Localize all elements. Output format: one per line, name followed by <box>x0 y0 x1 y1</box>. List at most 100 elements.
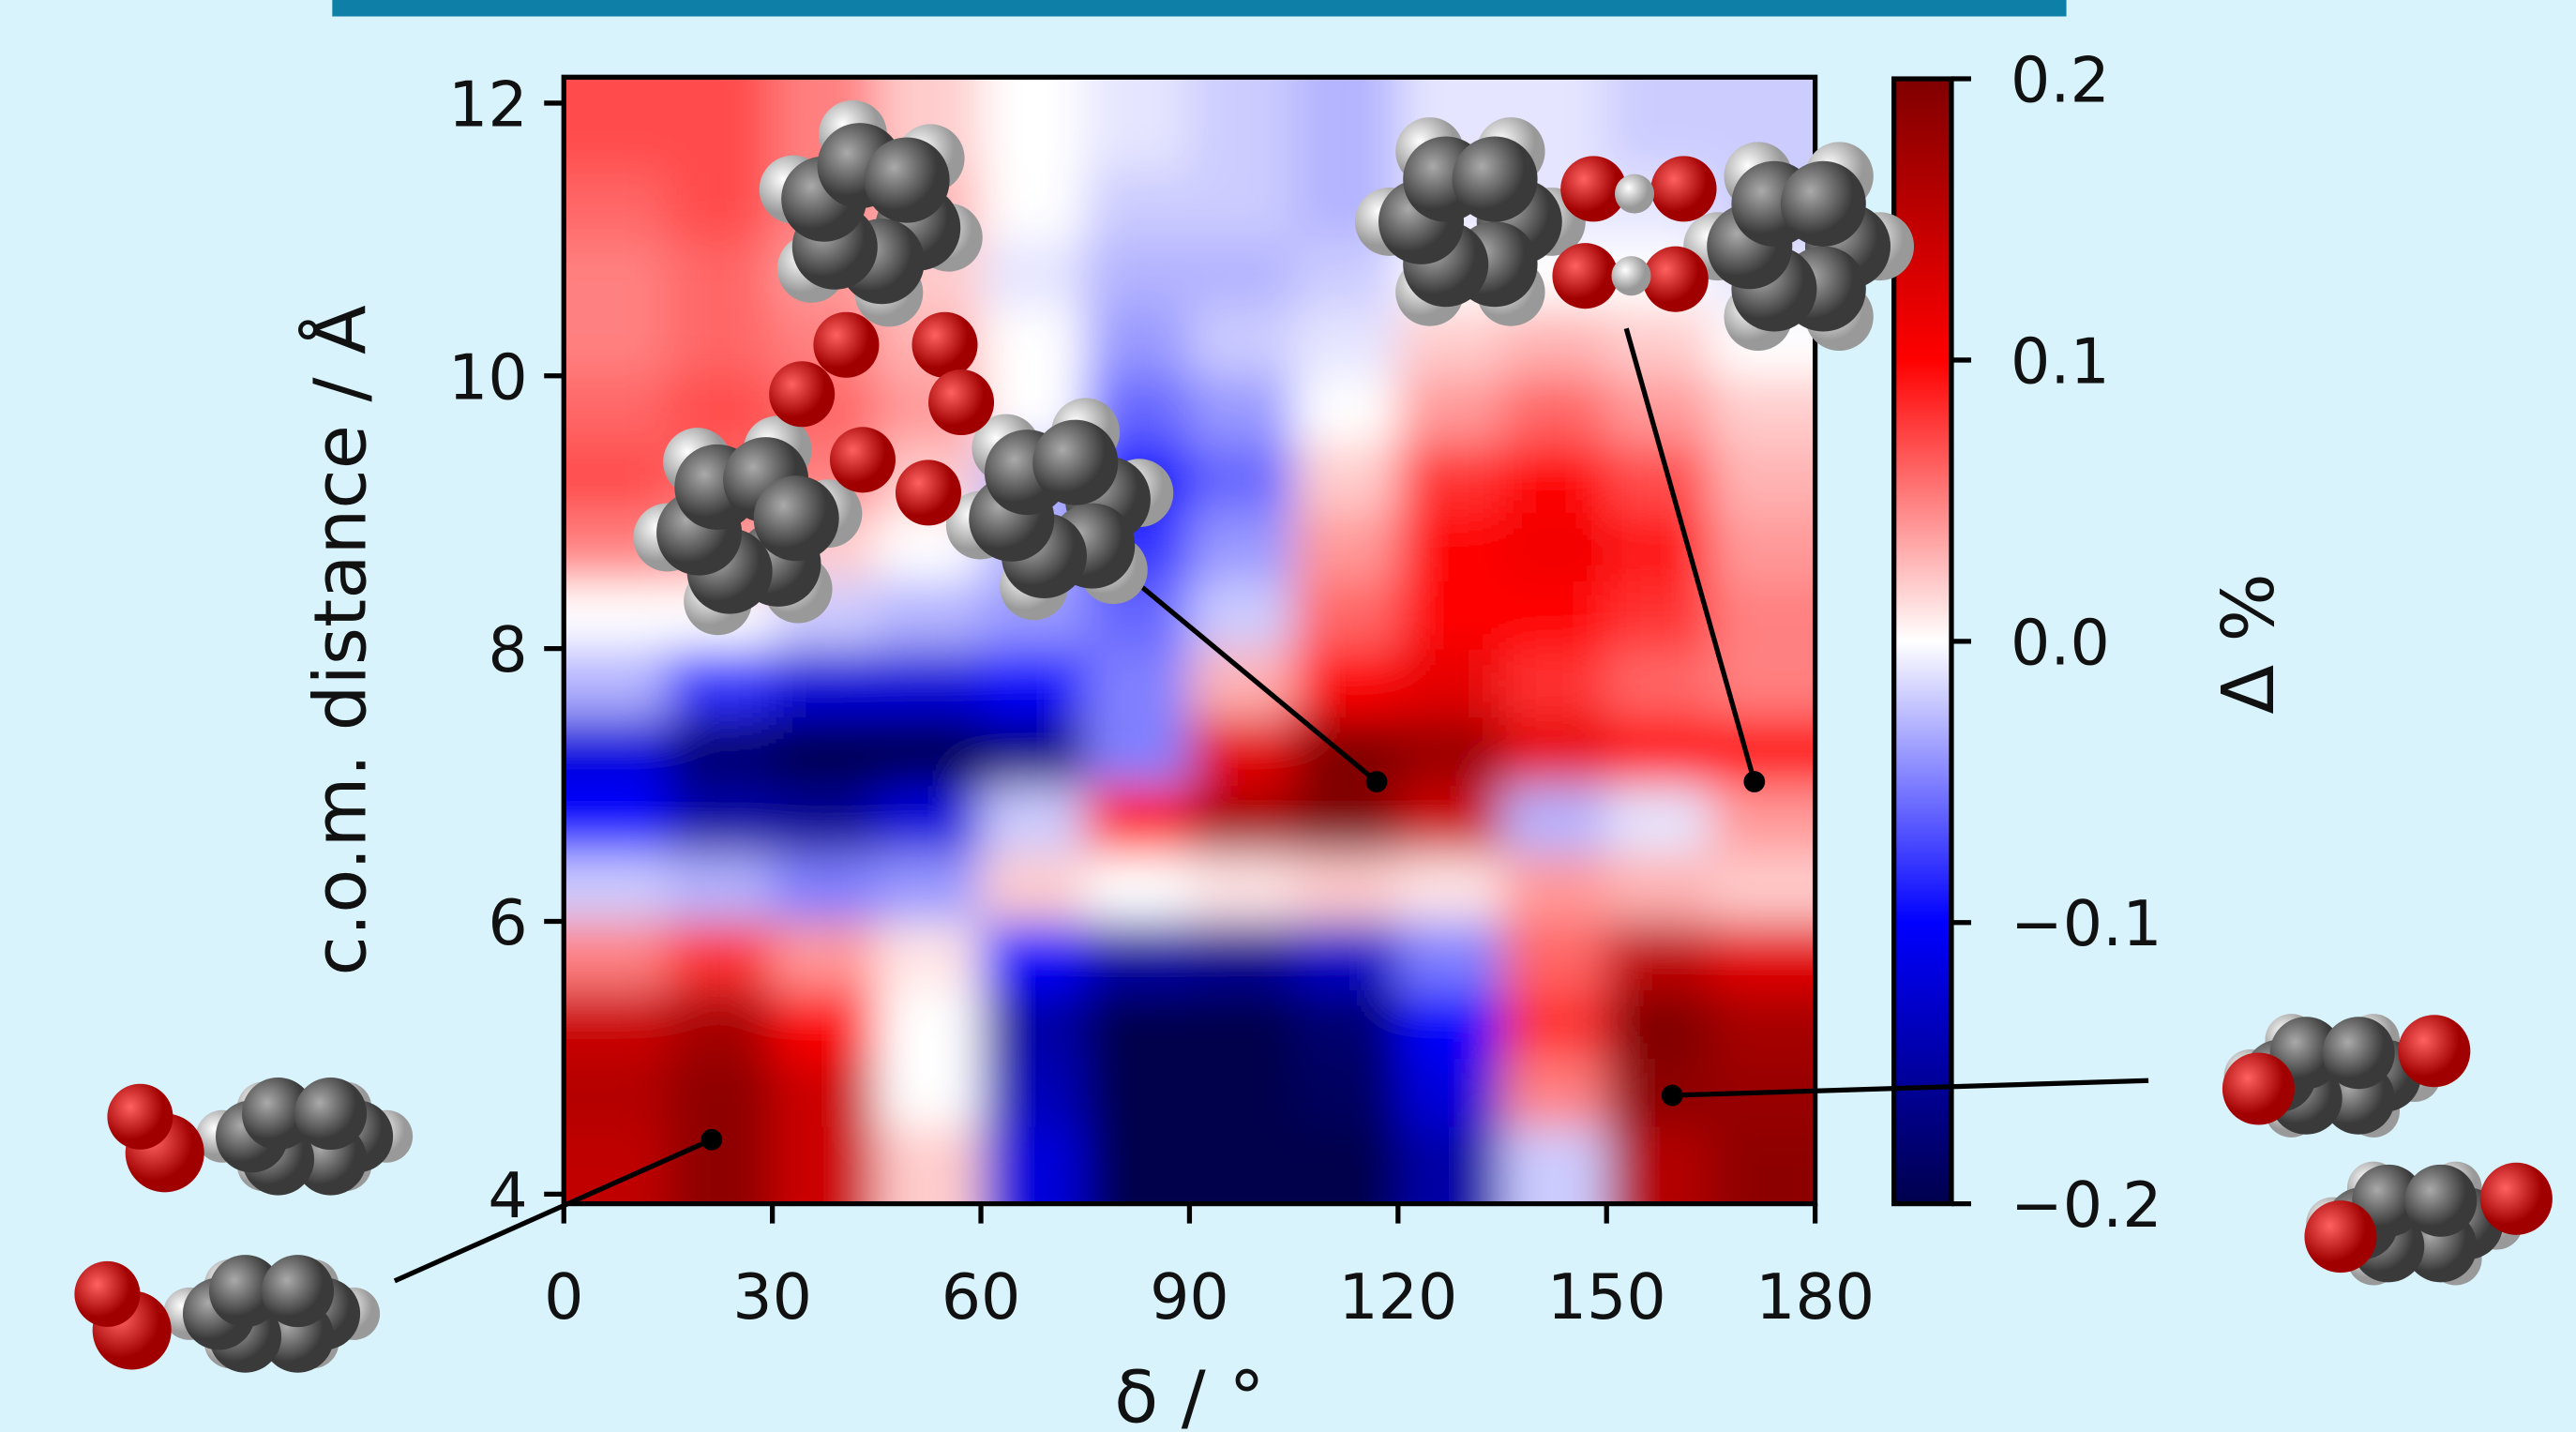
atom <box>2304 1200 2377 1274</box>
heat-cell <box>1397 444 1503 514</box>
heat-cell <box>1606 77 1712 173</box>
heat-cell <box>668 648 774 718</box>
heat-cell <box>1502 512 1608 581</box>
heat-cell <box>1189 171 1295 241</box>
heat-cell <box>564 77 670 173</box>
atom <box>1552 243 1619 309</box>
heat-cell <box>1189 239 1295 309</box>
atom <box>208 1255 282 1328</box>
atom <box>2404 1164 2478 1237</box>
heat-cell <box>876 1125 982 1204</box>
heat-cell <box>1710 852 1815 923</box>
heat-cell <box>1710 716 1815 786</box>
heat-cell <box>1710 375 1815 445</box>
atom <box>1614 173 1655 214</box>
heat-cell <box>1397 648 1503 718</box>
heat-cell <box>564 852 670 923</box>
heat-cell <box>668 852 774 923</box>
heat-cell <box>564 171 670 241</box>
atom <box>829 427 896 493</box>
heat-cell <box>564 1125 670 1204</box>
heat-cell <box>1293 989 1399 1059</box>
heat-cell <box>1085 1125 1191 1204</box>
heat-cell <box>1397 785 1503 854</box>
heat-cell <box>981 648 1087 718</box>
heat-cell <box>1085 921 1191 991</box>
x-axis-label: δ / ° <box>1114 1355 1265 1432</box>
heat-cell <box>1502 785 1608 854</box>
heat-cell <box>1710 580 1815 650</box>
heat-cell <box>1293 308 1399 377</box>
heat-cell <box>564 580 670 650</box>
heat-cell <box>1189 375 1295 445</box>
heat-cell <box>981 77 1087 173</box>
heat-cell <box>564 716 670 786</box>
heat-cell <box>1397 1125 1503 1204</box>
heat-cell <box>1710 444 1815 514</box>
heat-cell <box>1085 1057 1191 1127</box>
x-tick-label: 90 <box>1150 1260 1229 1334</box>
heat-cell <box>981 171 1087 241</box>
atom <box>753 475 839 562</box>
x-tick-label: 150 <box>1547 1260 1666 1334</box>
heat-cell <box>1397 375 1503 445</box>
heat-cell <box>1502 1057 1608 1127</box>
heat-cell <box>772 1057 878 1127</box>
x-tick-label: 120 <box>1338 1260 1457 1334</box>
heat-cell <box>1189 1057 1295 1127</box>
atom <box>2222 1052 2295 1125</box>
heat-cell <box>564 989 670 1059</box>
heat-cell <box>1085 785 1191 854</box>
colorbar-tick-label: 0.2 <box>2011 44 2110 117</box>
heat-cell <box>1293 580 1399 650</box>
heat-cell <box>1293 375 1399 445</box>
heat-cell <box>668 171 774 241</box>
y-tick-label: 4 <box>488 1159 527 1232</box>
x-tick-label: 0 <box>544 1260 583 1334</box>
heat-cell <box>772 852 878 923</box>
heat-cell <box>1397 921 1503 991</box>
heat-cell <box>1085 989 1191 1059</box>
heat-cell <box>668 785 774 854</box>
heat-cell <box>1189 648 1295 718</box>
heat-cell <box>1293 785 1399 854</box>
atom <box>1650 156 1717 222</box>
heat-cell <box>1606 785 1712 854</box>
atom <box>74 1260 141 1327</box>
heat-cell <box>1189 512 1295 581</box>
heat-cell <box>1710 1125 1815 1204</box>
heat-cell <box>564 375 670 445</box>
heat-cell <box>1085 716 1191 786</box>
heat-cell <box>1293 1125 1399 1204</box>
atom <box>2322 1017 2395 1090</box>
heat-cell <box>1397 852 1503 923</box>
heat-cell <box>668 989 774 1059</box>
atom <box>262 1255 335 1328</box>
heat-cell <box>876 921 982 991</box>
heat-cell <box>772 921 878 991</box>
heat-cell <box>1606 989 1712 1059</box>
heat-cell <box>1085 852 1191 923</box>
atom <box>1452 136 1538 222</box>
heat-cell <box>1397 1057 1503 1127</box>
heat-cell <box>668 921 774 991</box>
atom <box>2479 1162 2553 1235</box>
heat-cell <box>876 648 982 718</box>
heat-cell <box>1710 921 1815 991</box>
heat-cell <box>981 921 1087 991</box>
heat-cell <box>1397 512 1503 581</box>
atom <box>911 311 978 378</box>
heat-cell <box>981 1057 1087 1127</box>
heat-cell <box>1606 648 1712 718</box>
heat-cell <box>1606 1125 1712 1204</box>
heat-cell <box>772 785 878 854</box>
heat-cell <box>876 785 982 854</box>
x-tick-label: 180 <box>1755 1260 1875 1334</box>
heat-cell <box>1606 308 1712 377</box>
heat-cell <box>1085 648 1191 718</box>
heat-cell <box>772 989 878 1059</box>
heat-cell <box>668 716 774 786</box>
heat-cell <box>1293 648 1399 718</box>
atom <box>769 361 836 428</box>
